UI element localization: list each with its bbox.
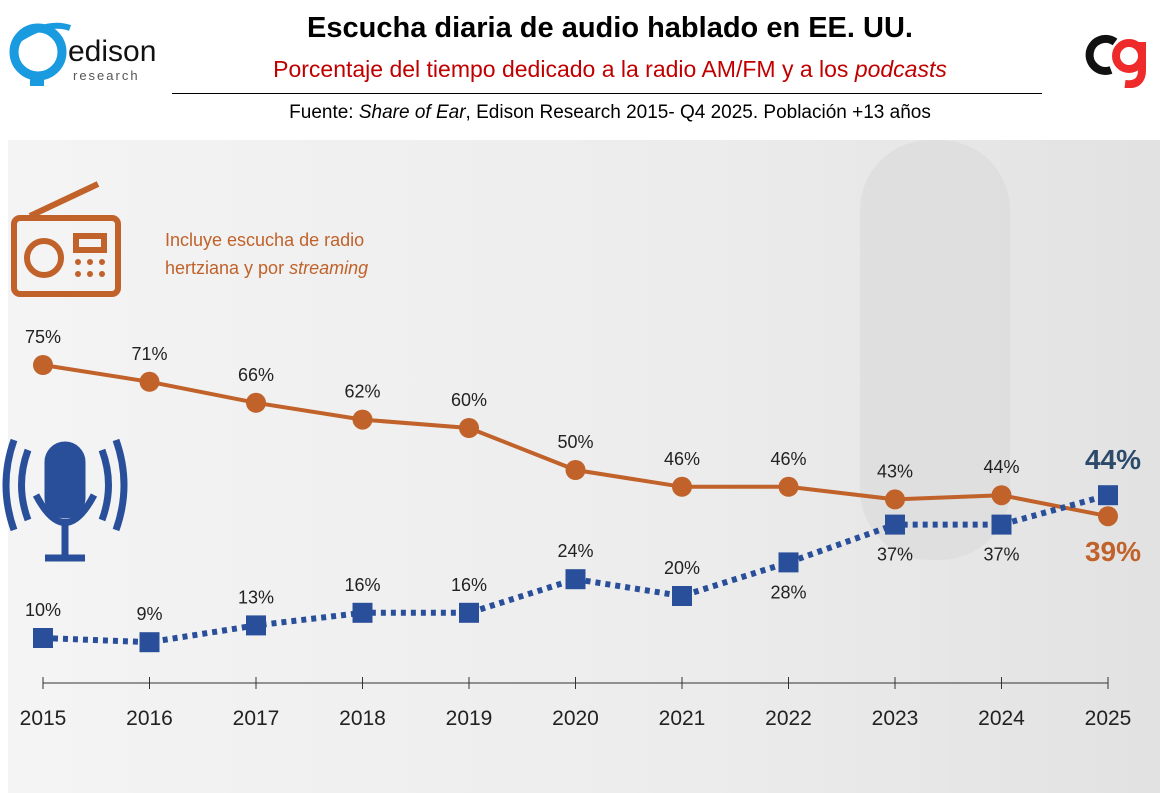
x-tick-label: 2021 (659, 707, 706, 730)
podcast-data-label: 24% (557, 541, 593, 561)
x-tick-label: 2019 (446, 707, 493, 730)
x-tick-label: 2023 (872, 707, 919, 730)
radio-point (33, 355, 53, 375)
podcast-point (885, 514, 905, 535)
podcast-point (565, 569, 586, 590)
x-tick-label: 2015 (20, 707, 67, 730)
edison-research-logo: edison research (8, 20, 168, 90)
subtitle-italic: podcasts (854, 56, 947, 82)
radio-point (1098, 506, 1118, 527)
podcast-data-label: 16% (451, 575, 487, 595)
radio-point (139, 371, 160, 392)
x-tick-label: 2024 (978, 707, 1025, 730)
radio-point (885, 489, 905, 510)
annotation-line1: Incluye escucha de radio (165, 230, 364, 250)
logo-sub: research (73, 68, 140, 83)
x-tick-label: 2016 (126, 707, 173, 730)
divider (172, 93, 1042, 94)
source-italic: Share of Ear (358, 102, 466, 123)
podcast-data-label: 16% (344, 575, 380, 595)
podcast-data-label: 37% (877, 545, 913, 565)
source-note: Fuente: Share of Ear, Edison Research 20… (170, 102, 1050, 124)
source-rest: , Edison Research 2015- Q4 2025. Poblaci… (465, 102, 931, 123)
cg-logo (1085, 28, 1155, 93)
radio-data-label: 62% (344, 382, 380, 402)
podcast-point (459, 602, 479, 623)
podcast-point (778, 552, 799, 573)
radio-data-label: 50% (557, 432, 593, 452)
x-tick-label: 2020 (552, 707, 599, 730)
podcast-point (139, 632, 160, 653)
radio-data-label: 71% (131, 344, 167, 364)
radio-data-label: 75% (25, 327, 61, 347)
radio-data-label: 46% (770, 449, 806, 469)
radio-point (459, 418, 479, 438)
radio-icon (11, 181, 121, 297)
podcast-data-label: 20% (664, 558, 700, 578)
radio-data-label: 66% (238, 365, 274, 385)
x-tick-label: 2018 (339, 707, 386, 730)
subtitle: Porcentaje del tiempo dedicado a la radi… (170, 56, 1050, 83)
radio-data-label: 44% (983, 457, 1019, 477)
page-title: Escucha diaria de audio hablado en EE. U… (307, 12, 913, 44)
annotation-italic: streaming (289, 258, 368, 278)
subtitle-text: Porcentaje del tiempo dedicado a la radi… (273, 56, 855, 82)
podcast-point (672, 586, 692, 606)
radio-point (672, 476, 692, 497)
radio-point (991, 485, 1012, 506)
podcast-data-label: 28% (770, 582, 806, 602)
radio-point (246, 392, 266, 413)
annotation-plain: hertziana y por (165, 258, 289, 278)
line-chart: Incluye escucha de radio hertziana y por… (2, 140, 1160, 793)
x-axis: 2015 2016 2017 2018 2019 2020 2021 2022 2023 2024… (20, 677, 1132, 730)
microphone-photo (860, 140, 1010, 560)
radio-data-label: 43% (877, 461, 913, 481)
podcast-point (33, 628, 53, 648)
podcast-point (246, 615, 266, 636)
x-tick-label: 2022 (765, 707, 812, 730)
radio-point (778, 476, 799, 497)
microphone-icon (2, 438, 128, 562)
logo-word: edison (68, 35, 157, 68)
annotation-line2: hertziana y por streaming (165, 258, 368, 278)
podcast-data-label: 37% (983, 545, 1019, 565)
podcast-data-label: 13% (238, 587, 274, 607)
podcast-data-label: 44% (1085, 444, 1141, 475)
x-tick-label: 2025 (1085, 707, 1132, 730)
podcast-data-label: 9% (136, 604, 162, 624)
radio-data-label: 46% (664, 449, 700, 469)
radio-data-label: 60% (451, 390, 487, 410)
series-group: 75% 71% 66% 62% 60% 50% 46% 46% 43% 44% 39% 10% 9% 13… (25, 327, 1141, 653)
radio-point (565, 460, 586, 480)
podcast-point (1098, 485, 1118, 506)
radio-point (352, 409, 373, 430)
radio-data-label: 39% (1085, 536, 1141, 567)
x-tick-label: 2017 (233, 707, 280, 730)
podcast-data-label: 10% (25, 600, 61, 620)
source-prefix: Fuente: (289, 102, 359, 123)
podcast-point (352, 602, 373, 623)
lightbulb-icon (9, 22, 72, 86)
podcast-point (991, 514, 1012, 535)
